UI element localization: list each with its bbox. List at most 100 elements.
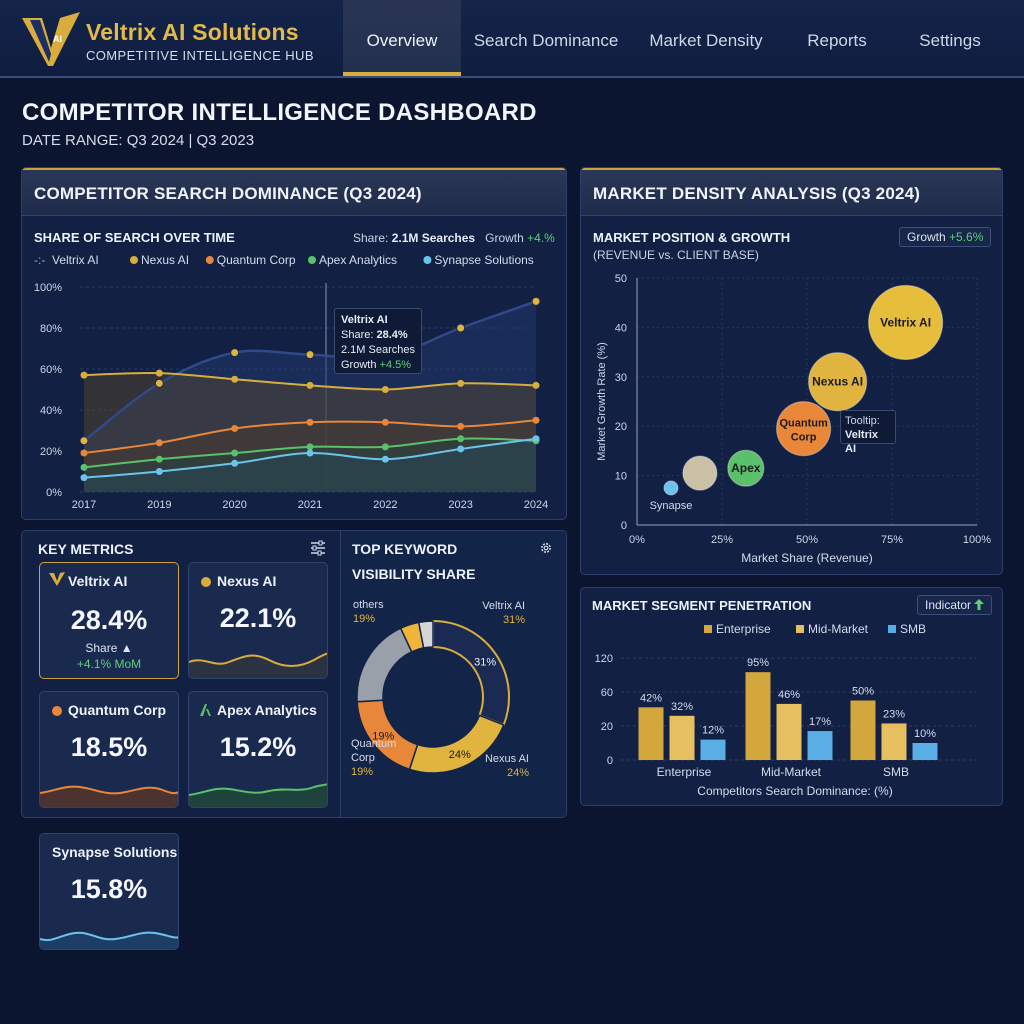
slice-outer-percent: 19% bbox=[351, 766, 373, 778]
data-point bbox=[381, 443, 389, 451]
x-tick-label: 2020 bbox=[222, 499, 246, 511]
legend-label: Veltrix AI bbox=[52, 253, 99, 267]
metric-name: Synapse Solutions bbox=[52, 844, 178, 860]
panel-header: MARKET DENSITY ANALYSIS (Q3 2024) bbox=[581, 168, 1002, 216]
bar bbox=[881, 723, 907, 760]
series-area bbox=[84, 372, 536, 492]
metric-value: 22.1% bbox=[219, 603, 297, 633]
growth-badge-value: +5.6% bbox=[949, 230, 984, 244]
x-tick-label: 2024 bbox=[524, 499, 548, 511]
y-tick-label: 0 bbox=[607, 755, 613, 767]
data-point bbox=[306, 443, 314, 451]
metric-card-synapse[interactable]: Synapse Solutions 15.8% bbox=[39, 833, 179, 950]
data-point bbox=[381, 455, 389, 463]
metric-card-nexus[interactable]: Nexus AI 22.1% bbox=[188, 562, 328, 679]
data-point bbox=[381, 418, 389, 426]
tab-overview[interactable]: Overview bbox=[343, 0, 461, 76]
legend-label: SMB bbox=[900, 622, 926, 636]
data-point bbox=[231, 459, 239, 467]
tab-reports[interactable]: Reports bbox=[807, 31, 867, 50]
legend-swatch bbox=[888, 625, 896, 633]
metric-value: 15.8% bbox=[70, 874, 148, 904]
data-point bbox=[155, 369, 163, 377]
legend-swatch bbox=[704, 625, 712, 633]
logo-text: AI bbox=[53, 34, 62, 44]
metric-card-quantum[interactable]: Quantum Corp 18.5% bbox=[39, 691, 179, 808]
top-navigation-bar: AI Veltrix AI Solutions COMPETITIVE INTE… bbox=[0, 0, 1024, 78]
bar bbox=[912, 743, 938, 760]
bar-value-label: 17% bbox=[809, 716, 831, 728]
y-tick-label: 120 bbox=[595, 653, 613, 665]
legend-marker bbox=[205, 256, 214, 264]
bar bbox=[776, 703, 802, 760]
data-point bbox=[457, 445, 465, 453]
legend-label: Mid-Market bbox=[808, 622, 869, 636]
slice-outer-label: Quantum bbox=[351, 738, 396, 750]
bubble bbox=[808, 352, 868, 412]
x-tick-label: Mid-Market bbox=[761, 765, 822, 779]
data-point bbox=[306, 418, 314, 426]
legend-label: Enterprise bbox=[716, 622, 771, 636]
tab-settings[interactable]: Settings bbox=[919, 31, 981, 50]
bubble bbox=[727, 449, 765, 487]
filter-sliders-icon[interactable] bbox=[310, 540, 326, 556]
sparkline bbox=[40, 785, 178, 807]
chart-subtitle: MARKET POSITION & GROWTH bbox=[593, 230, 791, 245]
x-tick-label: 2021 bbox=[298, 499, 322, 511]
keyword-visibility-subpanel: TOP KEYWORD VISIBILITY SHARE 31% 24% 19% Ve… bbox=[340, 531, 566, 817]
bubble-label: Nexus AI bbox=[812, 375, 863, 389]
gear-icon[interactable] bbox=[539, 541, 553, 555]
chart-tooltip: Veltrix AI Share: 28.4% 2.1M Searches Gr… bbox=[334, 308, 422, 374]
metric-name: Veltrix AI bbox=[68, 573, 128, 589]
bar-value-label: 95% bbox=[747, 657, 769, 669]
legend-swatch bbox=[796, 625, 804, 633]
bar bbox=[700, 739, 726, 760]
y-axis-label: Market Growth Rate (%) bbox=[596, 342, 608, 461]
y-tick-label: 60% bbox=[40, 364, 62, 376]
tab-market-density[interactable]: Market Density bbox=[649, 31, 763, 50]
share-label: Share: bbox=[353, 231, 389, 245]
indicator-label: Indicator bbox=[925, 598, 972, 612]
growth-badge: Growth +5.6% bbox=[899, 227, 992, 247]
share-summary: Share: 2.1M Searches Growth +4.% bbox=[353, 231, 555, 245]
data-point bbox=[155, 455, 163, 463]
legend-label: Nexus AI bbox=[141, 253, 189, 267]
y-tick-label: 20% bbox=[40, 446, 62, 458]
y-tick-label: 40 bbox=[615, 322, 627, 334]
slice-outer-label: Nexus AI bbox=[485, 753, 529, 765]
metric-card-apex[interactable]: Apex Analytics 15.2% bbox=[188, 691, 328, 808]
data-point bbox=[456, 323, 466, 333]
data-point bbox=[154, 378, 164, 388]
veltrix-logo-icon[interactable]: AI bbox=[20, 10, 82, 68]
indicator-badge[interactable]: Indicator bbox=[917, 595, 993, 615]
share-value: 2.1M Searches bbox=[391, 231, 476, 245]
metric-value: 15.2% bbox=[219, 732, 297, 762]
slice-outer-label: others bbox=[353, 599, 384, 611]
x-tick-label: 0% bbox=[629, 534, 645, 546]
legend-marker bbox=[423, 256, 432, 264]
x-tick-label: 2017 bbox=[72, 499, 96, 511]
data-point bbox=[155, 468, 163, 475]
data-point bbox=[381, 386, 389, 393]
data-point bbox=[155, 439, 163, 447]
brand-subtitle: COMPETITIVE INTELLIGENCE HUB bbox=[86, 48, 314, 63]
x-tick-label: SMB bbox=[883, 765, 909, 779]
y-tick-label: 20 bbox=[615, 421, 627, 433]
tab-search-dominance[interactable]: Search Dominance bbox=[473, 31, 619, 50]
series-area bbox=[84, 438, 536, 492]
data-point bbox=[306, 449, 314, 457]
panel-header: COMPETITOR SEARCH DOMINANCE (Q3 2024) bbox=[22, 168, 566, 216]
chart-subtitle: SHARE OF SEARCH OVER TIME bbox=[34, 230, 235, 245]
data-point bbox=[457, 379, 465, 387]
x-tick-label: 2022 bbox=[373, 499, 397, 511]
tooltip-share: Share: 28.4% bbox=[341, 328, 415, 343]
legend-label: Quantum Corp bbox=[217, 253, 296, 267]
dot-icon bbox=[52, 706, 62, 716]
date-range: DATE RANGE: Q3 2024 | Q3 2023 bbox=[22, 132, 255, 149]
metric-card-veltrix[interactable]: Veltrix AI 28.4% Share ▲ +4.1% MoM bbox=[39, 562, 179, 679]
growth-value: +4.% bbox=[527, 231, 555, 245]
y-tick-label: 50 bbox=[615, 273, 627, 285]
data-point bbox=[80, 371, 88, 379]
bubble bbox=[868, 284, 944, 361]
data-point bbox=[80, 463, 88, 471]
